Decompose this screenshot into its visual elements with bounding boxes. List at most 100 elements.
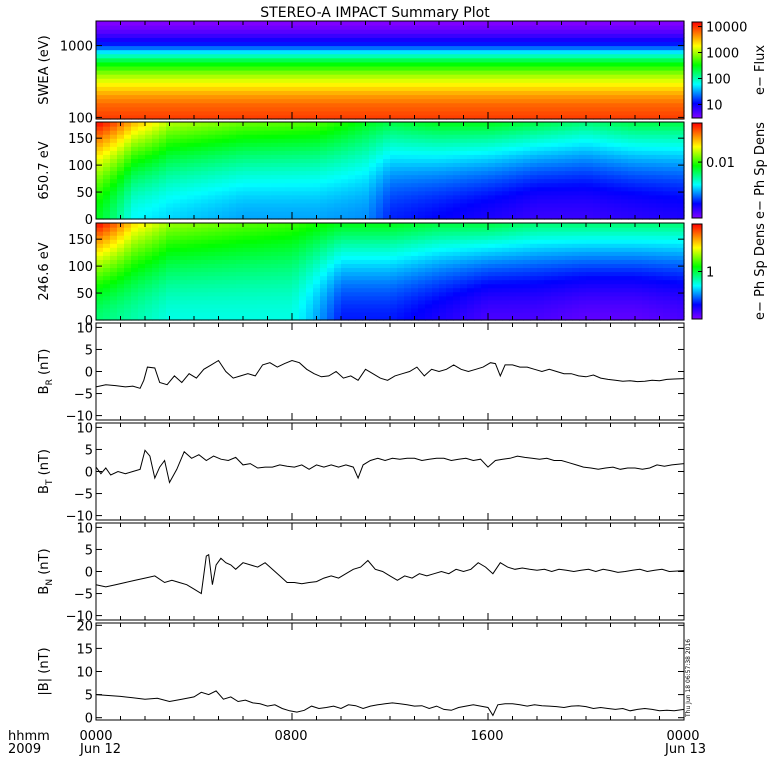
heatmap-cell — [278, 247, 286, 252]
heatmap-cell — [327, 126, 335, 131]
heatmap-cell — [166, 227, 174, 232]
heatmap-cell — [138, 287, 146, 293]
heatmap-cell — [677, 134, 685, 139]
heatmap-cell — [481, 190, 489, 196]
heatmap-cell — [495, 126, 503, 131]
heatmap-cell — [656, 82, 664, 87]
heatmap-cell — [446, 78, 454, 83]
heatmap-cell — [663, 98, 671, 104]
heatmap-cell — [649, 25, 657, 30]
heatmap-cell — [285, 114, 293, 120]
heatmap-cell — [523, 126, 531, 131]
heatmap-cell — [369, 214, 377, 220]
heatmap-cell — [495, 70, 503, 75]
heatmap-cell — [110, 295, 118, 301]
heatmap-cell — [278, 271, 286, 277]
heatmap-cell — [348, 49, 356, 55]
heatmap-cell — [208, 41, 216, 47]
heatmap-cell — [166, 194, 174, 200]
heatmap-cell — [222, 247, 230, 252]
heatmap-cell — [215, 166, 223, 172]
heatmap-cell — [103, 45, 111, 51]
heatmap-cell — [145, 279, 153, 285]
heatmap-cell — [649, 206, 657, 212]
heatmap-cell — [110, 130, 118, 135]
heatmap-cell — [173, 223, 181, 228]
heatmap-cell — [362, 130, 370, 135]
heatmap-cell — [439, 41, 447, 47]
heatmap-cell — [411, 74, 419, 79]
heatmap-cell — [502, 146, 510, 151]
heatmap-cell — [250, 267, 258, 273]
heatmap-cell — [271, 70, 279, 75]
heatmap-cell — [222, 21, 230, 26]
heatmap-cell — [208, 70, 216, 75]
heatmap-cell — [467, 122, 475, 127]
heatmap-cell — [313, 53, 321, 59]
heatmap-cell — [341, 65, 349, 71]
heatmap-cell — [537, 61, 545, 67]
heatmap-cell — [390, 182, 398, 188]
heatmap-cell — [572, 41, 580, 47]
heatmap-cell — [327, 227, 335, 232]
heatmap-cell — [117, 106, 125, 112]
heatmap-cell — [159, 235, 167, 240]
heatmap-cell — [572, 214, 580, 220]
heatmap-cell — [488, 174, 496, 180]
heatmap-cell — [320, 287, 328, 293]
heatmap-cell — [656, 106, 664, 112]
heatmap-cell — [579, 122, 587, 127]
heatmap-cell — [124, 82, 132, 87]
heatmap-cell — [348, 182, 356, 188]
heatmap-cell — [145, 110, 153, 116]
heatmap-cell — [327, 259, 335, 265]
heatmap-cell — [278, 194, 286, 200]
heatmap-cell — [523, 134, 531, 139]
colorbar-label: e− Ph Sp Dens — [753, 122, 768, 219]
heatmap-cell — [495, 150, 503, 155]
heatmap-cell — [586, 45, 594, 51]
heatmap-cell — [502, 138, 510, 143]
heatmap-cell — [250, 190, 258, 196]
heatmap-cell — [635, 33, 643, 38]
heatmap-cell — [250, 279, 258, 285]
heatmap-cell — [250, 170, 258, 176]
heatmap-cell — [677, 106, 685, 112]
heatmap-cell — [607, 126, 615, 131]
heatmap-cell — [572, 98, 580, 104]
heatmap-cell — [502, 110, 510, 116]
heatmap-cell — [481, 122, 489, 127]
heatmap-cell — [187, 166, 195, 172]
heatmap-cell — [628, 158, 636, 164]
heatmap-cell — [299, 299, 307, 305]
heatmap-cell — [236, 295, 244, 301]
heatmap-cell — [649, 214, 657, 220]
heatmap-cell — [208, 235, 216, 240]
heatmap-cell — [495, 114, 503, 120]
heatmap-cell — [166, 82, 174, 87]
heatmap-cell — [313, 267, 321, 273]
heatmap-cell — [600, 122, 608, 127]
heatmap-cell — [215, 263, 223, 269]
heatmap-cell — [425, 130, 433, 135]
heatmap-cell — [348, 65, 356, 71]
heatmap-cell — [502, 102, 510, 108]
heatmap-cell — [474, 90, 482, 96]
heatmap-cell — [173, 202, 181, 208]
heatmap-cell — [649, 61, 657, 67]
heatmap-cell — [635, 198, 643, 204]
heatmap-cell — [124, 194, 132, 200]
heatmap-cell — [530, 114, 538, 120]
heatmap-cell — [229, 271, 237, 277]
heatmap-cell — [264, 275, 272, 281]
heatmap-cell — [579, 65, 587, 71]
heatmap-cell — [355, 214, 363, 220]
heatmap-cell — [278, 166, 286, 172]
heatmap-cell — [201, 227, 209, 232]
heatmap-cell — [208, 146, 216, 151]
heatmap-cell — [404, 102, 412, 108]
heatmap-cell — [509, 102, 517, 108]
heatmap-cell — [271, 214, 279, 220]
heatmap-cell — [544, 74, 552, 79]
heatmap-cell — [390, 70, 398, 75]
